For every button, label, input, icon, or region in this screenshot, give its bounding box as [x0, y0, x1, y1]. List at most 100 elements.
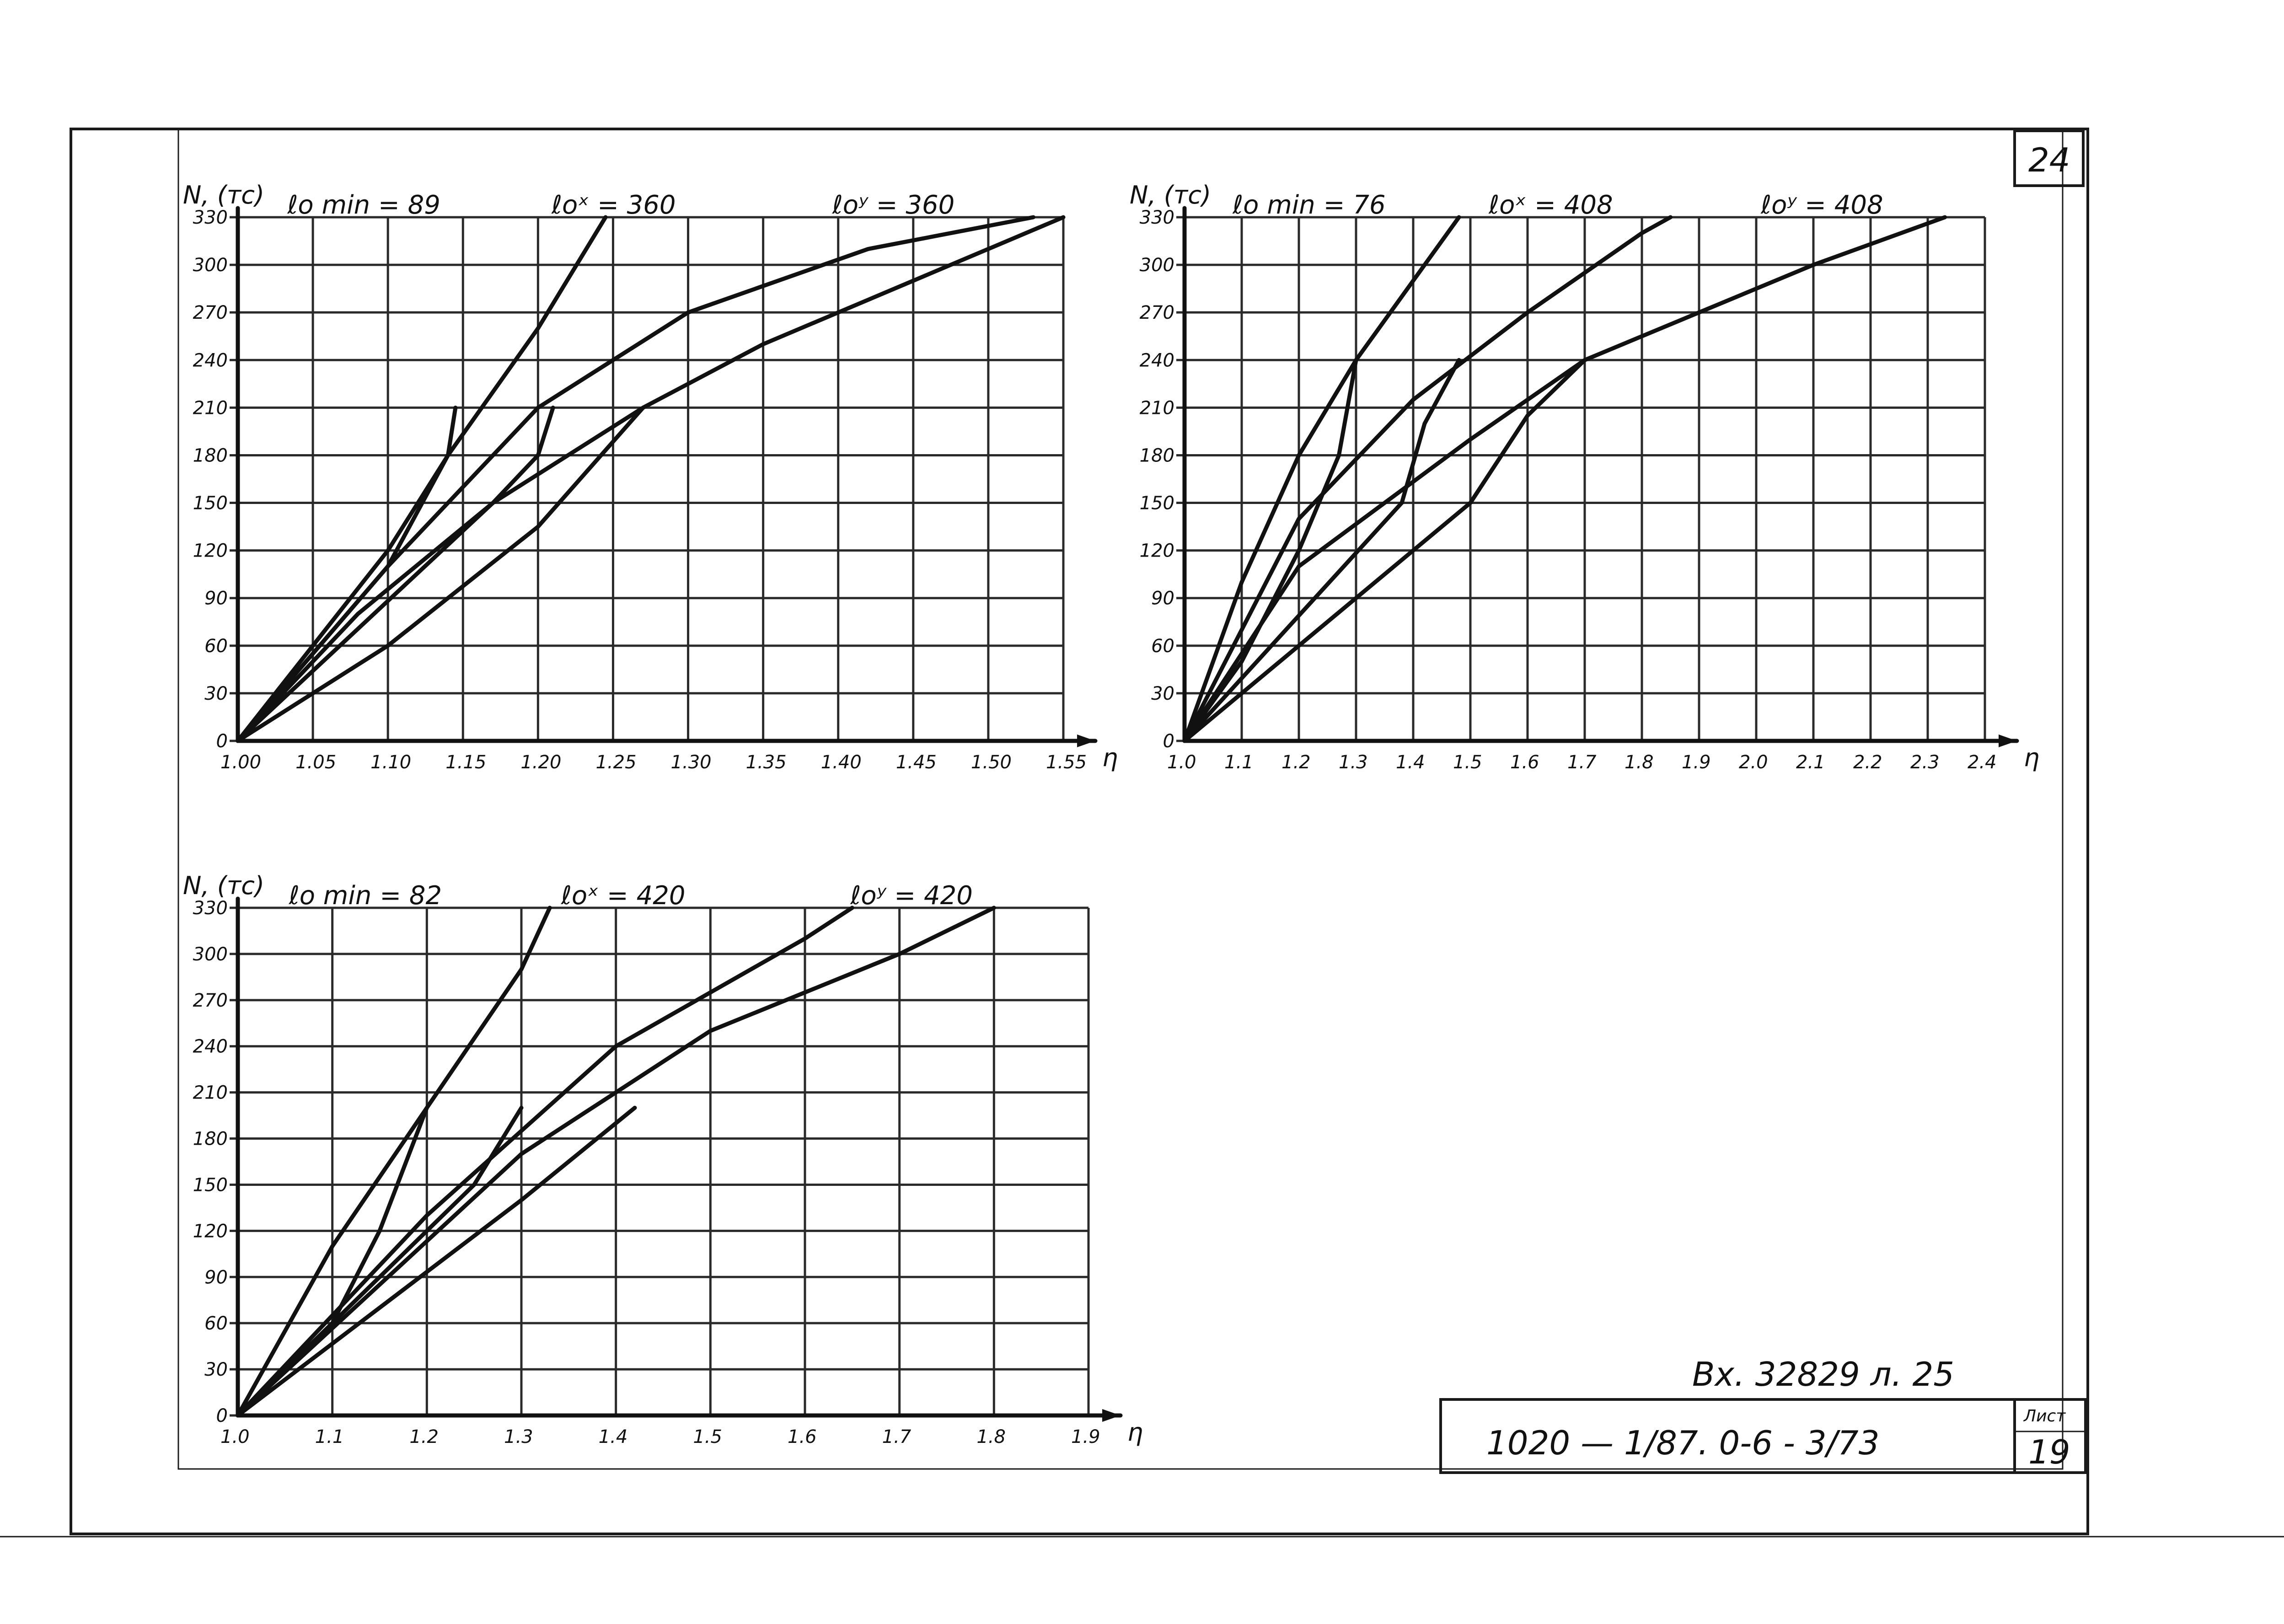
y-tick-label: 0 — [1163, 731, 1174, 752]
header-lx: ℓoˣ = 408 — [1488, 190, 1613, 220]
y-tick-label: 300 — [193, 944, 228, 965]
series-line-6 — [236, 405, 555, 743]
x-tick-label: 1.5 — [693, 1426, 722, 1447]
y-tick-label: 90 — [204, 588, 228, 609]
x-tick-label: 1.00 — [220, 752, 261, 773]
x-tick-label: 1.2 — [409, 1426, 439, 1447]
x-axis-label: η — [1102, 743, 1118, 772]
document-code: 1020 — 1/87. 0-6 - 3/73 — [1486, 1424, 1880, 1462]
x-axis-label: η — [2024, 743, 2039, 772]
series-line-5 — [236, 405, 458, 743]
sheet-label: Лист — [2023, 1407, 2066, 1426]
x-tick-label: 2.3 — [1910, 752, 1940, 773]
y-tick-label: 330 — [193, 207, 228, 228]
x-tick-label: 1.4 — [599, 1426, 628, 1447]
series-line-4 — [236, 405, 645, 743]
x-tick-label: 1.25 — [595, 752, 636, 773]
y-tick-label: 30 — [204, 1359, 228, 1380]
title-block: Вх. 32829 л. 25 1020 — 1/87. 0-6 - 3/73 … — [1439, 1355, 2087, 1474]
x-tick-label: 1.20 — [520, 752, 561, 773]
y-tick-label: 60 — [1151, 636, 1174, 657]
header-ly: ℓoʸ = 360 — [832, 190, 955, 220]
corner-box — [2013, 129, 2085, 187]
y-tick-label: 300 — [1140, 255, 1174, 276]
header-lx: ℓoˣ = 420 — [561, 881, 686, 911]
x-tick-label: 1.50 — [971, 752, 1012, 773]
inner-frame — [177, 128, 2064, 1470]
y-tick-label: 240 — [193, 350, 228, 371]
x-tick-label: 1.4 — [1396, 752, 1425, 773]
series-line-6 — [236, 1105, 524, 1418]
y-tick-label: 210 — [193, 397, 228, 418]
y-tick-label: 30 — [204, 683, 228, 704]
y-tick-label: 330 — [193, 898, 228, 919]
header-lmin: ℓo min = 76 — [1232, 190, 1386, 220]
series-line-2 — [236, 906, 854, 1418]
series-line-1 — [236, 215, 608, 743]
y-tick-label: 60 — [204, 636, 228, 657]
x-tick-label: 1.9 — [1071, 1426, 1100, 1447]
y-tick-label: 270 — [193, 302, 228, 323]
y-tick-label: 210 — [193, 1083, 228, 1104]
x-axis-arrow — [1999, 734, 2017, 747]
y-tick-label: 150 — [1140, 493, 1174, 514]
title-block-box — [1439, 1398, 2087, 1474]
chart-bottom-left: 1.0 1.1 1.2 1.3 1.4 1.5 1.6 1.7 1.8 1.9 0 30 60 90 120… — [183, 871, 1143, 1447]
y-tick-label: 90 — [1151, 588, 1174, 609]
series-line-6 — [1182, 358, 1461, 743]
x-tick-label: 1.0 — [1167, 752, 1196, 773]
x-tick-label: 1.0 — [220, 1426, 250, 1447]
series-line-1 — [236, 906, 552, 1418]
y-tick-label: 330 — [1140, 207, 1174, 228]
y-axis-label: N, (тс) — [183, 181, 264, 209]
y-tick-label: 180 — [193, 445, 228, 466]
x-tick-label: 2.0 — [1739, 752, 1768, 773]
x-tick-label: 1.45 — [896, 752, 937, 773]
x-tick-label: 1.05 — [295, 752, 336, 773]
series-line-1 — [1182, 215, 1461, 743]
x-tick-label: 2.2 — [1853, 752, 1882, 773]
x-axis-arrow — [1077, 734, 1095, 747]
x-tick-label: 1.7 — [1567, 752, 1597, 773]
y-tick-label: 120 — [193, 1221, 228, 1242]
y-tick-label: 270 — [193, 990, 228, 1011]
x-tick-label: 1.1 — [1224, 752, 1254, 773]
x-tick-label: 1.3 — [504, 1426, 533, 1447]
y-tick-label: 300 — [193, 255, 228, 276]
y-axis-label: N, (тс) — [1130, 181, 1211, 209]
x-tick-label: 1.3 — [1339, 752, 1368, 773]
x-tick-label: 1.30 — [671, 752, 712, 773]
series-line-4 — [1182, 358, 1587, 743]
y-axis-label: N, (тс) — [183, 871, 264, 900]
x-tick-label: 2.1 — [1796, 752, 1825, 773]
y-tick-label: 150 — [193, 493, 228, 514]
y-tick-label: 120 — [193, 541, 228, 562]
x-tick-label: 1.8 — [976, 1426, 1006, 1447]
x-tick-label: 1.6 — [1510, 752, 1539, 773]
x-tick-label: 1.7 — [882, 1426, 911, 1447]
series-line-3 — [236, 906, 996, 1418]
y-tick-label: 0 — [216, 1405, 228, 1426]
series-line-2 — [1182, 215, 1673, 743]
y-tick-label: 150 — [193, 1174, 228, 1195]
y-tick-label: 0 — [216, 731, 228, 752]
y-tick-label: 180 — [193, 1129, 228, 1150]
x-tick-label: 1.1 — [315, 1426, 344, 1447]
y-tick-label: 30 — [1151, 683, 1174, 704]
header-lmin: ℓo min = 89 — [287, 190, 440, 220]
header-lmin: ℓo min = 82 — [289, 881, 442, 911]
y-tick-label: 240 — [1140, 350, 1174, 371]
series-line-4 — [236, 1105, 637, 1418]
x-tick-label: 1.9 — [1682, 752, 1711, 773]
x-tick-label: 1.8 — [1625, 752, 1654, 773]
x-tick-label: 1.40 — [821, 752, 862, 773]
handwritten-note: Вх. 32829 л. 25 — [1692, 1355, 1954, 1394]
y-tick-label: 180 — [1140, 445, 1174, 466]
y-tick-label: 240 — [193, 1036, 228, 1057]
header-ly: ℓoʸ = 408 — [1760, 190, 1883, 220]
y-tick-label: 210 — [1140, 397, 1174, 418]
x-tick-label: 1.2 — [1281, 752, 1311, 773]
y-tick-label: 90 — [204, 1267, 228, 1288]
x-tick-label: 1.5 — [1453, 752, 1482, 773]
sheet-number: 19 — [2028, 1433, 2070, 1471]
